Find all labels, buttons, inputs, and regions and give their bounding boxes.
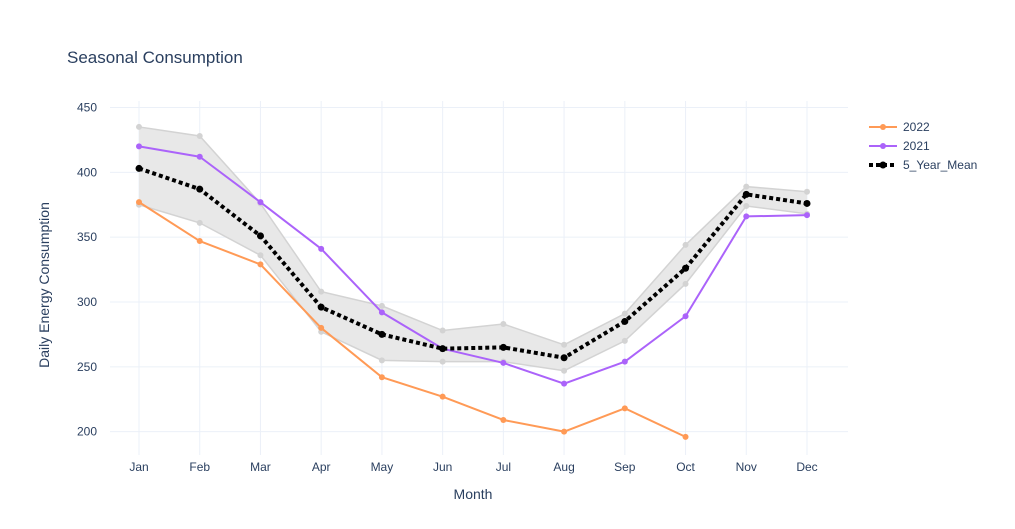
band-lower-point [621, 337, 628, 344]
y-axis-ticks: 200 250 300 350 400 450 [77, 100, 97, 438]
band-upper-line [138, 126, 808, 346]
data-point-5-year-mean[interactable] [317, 303, 325, 311]
x-tick-label: Jul [496, 460, 511, 474]
gridlines [110, 101, 848, 455]
data-point-5-year-mean[interactable] [682, 264, 690, 272]
data-point-2021[interactable] [682, 313, 689, 320]
data-point-5-year-mean[interactable] [135, 164, 143, 172]
band-upper-point [378, 302, 385, 309]
data-point-2021[interactable] [500, 359, 507, 366]
series-line-2021 [138, 145, 808, 385]
data-point-5-year-mean[interactable] [560, 354, 568, 362]
band-upper-point [743, 183, 750, 190]
data-point-2021[interactable] [136, 143, 142, 150]
data-point-5-year-mean[interactable] [439, 345, 447, 353]
band-upper-point [500, 321, 507, 328]
data-point-2022[interactable] [378, 374, 385, 381]
data-point-2021[interactable] [561, 380, 568, 387]
y-tick-label: 400 [77, 165, 97, 179]
band-upper-point [804, 188, 810, 195]
band-upper-point [318, 288, 325, 295]
band-lower-point [682, 280, 689, 287]
range-band-area [139, 126, 807, 371]
band-lower-point [378, 357, 385, 364]
band-upper-point [561, 341, 568, 348]
data-point-2022[interactable] [196, 238, 203, 245]
x-tick-label: Jan [129, 460, 148, 474]
data-point-2022[interactable] [682, 433, 689, 440]
series-2022 [136, 199, 689, 440]
data-point-5-year-mean[interactable] [803, 199, 811, 207]
data-point-2021[interactable] [804, 212, 810, 219]
data-point-2022[interactable] [561, 428, 568, 435]
y-tick-label: 450 [77, 100, 97, 114]
x-tick-label: Feb [189, 460, 210, 474]
series-group [135, 143, 811, 440]
data-point-2021[interactable] [378, 309, 385, 316]
band-lower-point [743, 203, 750, 210]
data-point-2022[interactable] [318, 324, 325, 331]
band-upper-point [439, 327, 446, 334]
data-point-2021[interactable] [257, 199, 264, 206]
band-lower-point [196, 219, 203, 226]
legend-label: 5_Year_Mean [903, 158, 977, 172]
x-axis-ticks: Jan Feb Mar Apr May Jun Jul Aug Sep Oct Nov Dec [129, 460, 817, 474]
legend-swatch-marker [880, 143, 886, 149]
band-upper-point [621, 310, 628, 317]
data-point-5-year-mean[interactable] [621, 317, 629, 325]
x-tick-label: Mar [250, 460, 271, 474]
legend-item-2021[interactable]: 2021 [869, 139, 930, 153]
legend[interactable]: 2022 2021 5_Year_Mean [869, 120, 977, 172]
legend-item-5-year-mean[interactable]: 5_Year_Mean [869, 158, 977, 172]
data-point-5-year-mean[interactable] [378, 330, 386, 338]
legend-label: 2021 [903, 139, 930, 153]
data-point-2022[interactable] [500, 416, 507, 423]
x-tick-label: Sep [614, 460, 636, 474]
y-tick-label: 250 [77, 360, 97, 374]
data-point-5-year-mean[interactable] [256, 232, 264, 240]
chart-title: Seasonal Consumption [67, 48, 243, 67]
range-band [136, 123, 810, 374]
series-5-year-mean [135, 164, 811, 362]
series-line-5-year-mean [138, 166, 808, 360]
x-axis-title: Month [454, 486, 493, 502]
band-lower-line [138, 204, 808, 372]
y-axis-title: Daily Energy Consumption [36, 202, 52, 368]
band-upper-point [682, 241, 689, 248]
x-tick-label: Apr [312, 460, 331, 474]
legend-item-2022[interactable]: 2022 [869, 120, 930, 134]
x-tick-label: Nov [736, 460, 757, 474]
legend-swatch-marker [879, 161, 887, 169]
data-point-2022[interactable] [621, 405, 628, 412]
data-point-2021[interactable] [743, 213, 750, 220]
band-lower-point [561, 367, 568, 374]
band-upper-point [136, 123, 142, 130]
x-tick-label: May [371, 460, 394, 474]
y-tick-label: 200 [77, 425, 97, 439]
band-lower-point [439, 358, 446, 365]
data-point-5-year-mean[interactable] [196, 185, 204, 193]
x-tick-label: Aug [553, 460, 574, 474]
y-tick-label: 350 [77, 230, 97, 244]
series-line-2022 [138, 201, 686, 438]
data-point-2021[interactable] [621, 358, 628, 365]
band-upper-point [196, 133, 203, 140]
x-tick-label: Dec [796, 460, 817, 474]
x-tick-label: Oct [676, 460, 695, 474]
legend-label: 2022 [903, 120, 930, 134]
data-point-5-year-mean[interactable] [499, 343, 507, 351]
data-point-2022[interactable] [439, 393, 446, 400]
data-point-5-year-mean[interactable] [742, 190, 750, 198]
data-point-2022[interactable] [257, 261, 264, 268]
band-lower-point [257, 252, 264, 259]
data-point-2021[interactable] [196, 153, 203, 160]
data-point-2021[interactable] [318, 245, 325, 252]
data-point-2022[interactable] [136, 199, 142, 206]
y-tick-label: 300 [77, 295, 97, 309]
legend-swatch-marker [880, 124, 886, 130]
x-tick-label: Jun [433, 460, 452, 474]
